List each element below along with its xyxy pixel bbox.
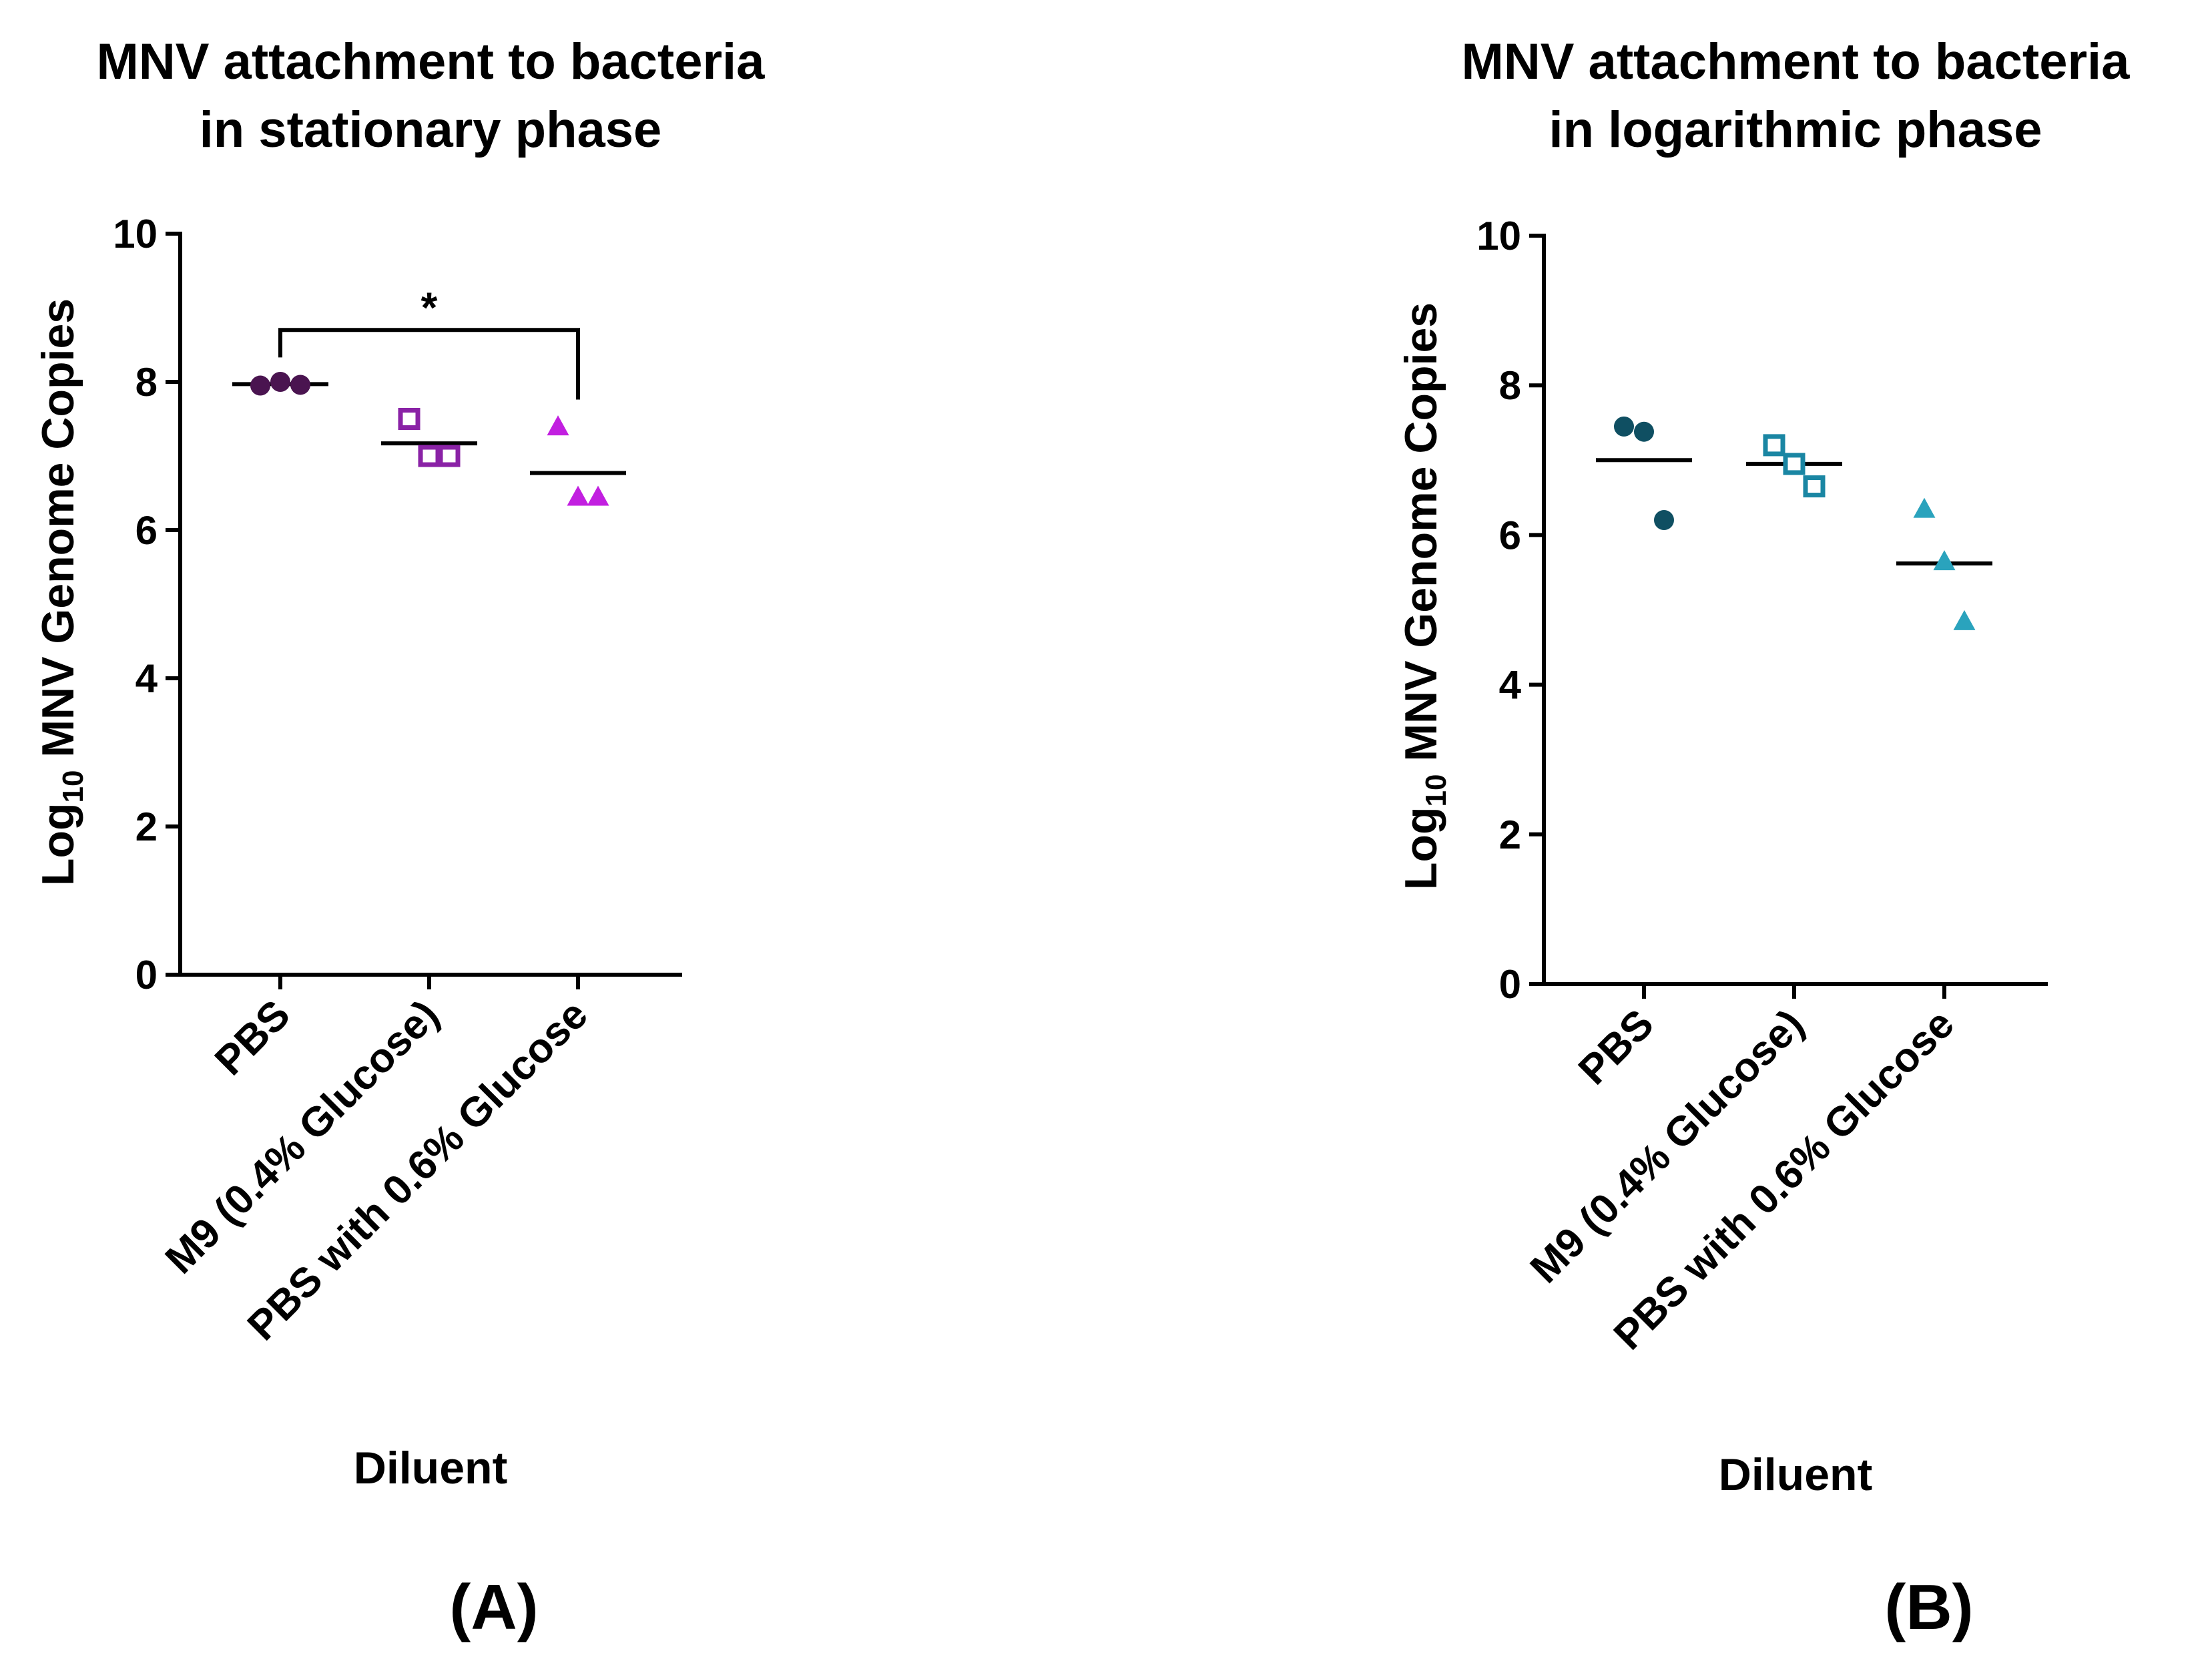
panel-b-x-tick-label: PBS bbox=[1570, 1001, 1663, 1094]
panel-b-point-circle bbox=[1614, 416, 1634, 437]
panel-b-y-tick-label: 0 bbox=[1499, 962, 1521, 1007]
panel-a-y-tick-label: 0 bbox=[135, 953, 158, 997]
panel-b-x-tick-label: M9 (0.4% Glucose) bbox=[1522, 1001, 1813, 1292]
panel-a-significance-bracket bbox=[278, 328, 580, 400]
panel-b-label: (B) bbox=[1884, 1572, 1973, 1643]
panel-a-significance-label: * bbox=[421, 283, 438, 331]
panel-b-y-axis-label-suffix: MNV Genome Copies bbox=[1396, 302, 1446, 774]
panel-a-point-square bbox=[418, 445, 441, 467]
panel-b-title-line-2: in logarithmic phase bbox=[1549, 101, 2042, 158]
panel-a-y-tick-label: 4 bbox=[135, 656, 158, 701]
panel-b-y-tick-label: 6 bbox=[1499, 513, 1521, 557]
panel-b-title-line-1: MNV attachment to bacteria bbox=[1462, 33, 2131, 90]
panel-a-y-axis-label-subscript: 10 bbox=[57, 770, 89, 802]
panel-a-y-tick-label: 2 bbox=[135, 804, 158, 849]
panel-a-label: (A) bbox=[449, 1572, 538, 1643]
panel-b-point-triangle bbox=[1913, 497, 1936, 518]
panel-a-x-axis-label: Diluent bbox=[354, 1443, 507, 1493]
panel-a-point-circle bbox=[270, 372, 290, 392]
panel-a-point-square bbox=[438, 445, 461, 467]
panel-a-y-axis-label: Log10 MNV Genome Copies bbox=[33, 298, 89, 886]
panel-b-y-tick-label: 10 bbox=[1476, 214, 1521, 258]
panel-b-point-triangle bbox=[1933, 550, 1956, 571]
panel-a-title-line-2: in stationary phase bbox=[200, 101, 662, 158]
panel-a-y-tick-label: 8 bbox=[135, 360, 158, 405]
panel-b-y-axis-label: Log10 MNV Genome Copies bbox=[1396, 302, 1452, 890]
panel-b-point-square bbox=[1783, 453, 1806, 475]
panel-a-point-circle bbox=[290, 375, 310, 395]
panel-b-x-axis-label: Diluent bbox=[1719, 1449, 1872, 1500]
panel-a-y-axis-label-prefix: Log bbox=[33, 802, 83, 886]
panel-a-x-tick-label: M9 (0.4% Glucose) bbox=[157, 991, 448, 1282]
panel-b-y-axis-label-prefix: Log bbox=[1396, 806, 1446, 890]
panel-b-y-tick-label: 2 bbox=[1499, 812, 1521, 857]
panel-a-point-triangle bbox=[547, 415, 569, 436]
panel-a-point-triangle bbox=[567, 485, 589, 506]
panel-a-y-axis-label-suffix: MNV Genome Copies bbox=[33, 298, 83, 770]
panel-b-y-axis-label-subscript: 10 bbox=[1420, 774, 1452, 806]
panel-a-y-tick-label: 6 bbox=[135, 508, 158, 553]
panel-b-point-square bbox=[1803, 475, 1826, 498]
panel-a-point-circle bbox=[250, 375, 270, 396]
panel-a-point-triangle bbox=[587, 485, 609, 506]
panel-a: MNV attachment to bacteria in stationary… bbox=[33, 33, 765, 1643]
panel-a-point-square bbox=[398, 408, 421, 430]
panel-a-y-tick-label: 10 bbox=[113, 212, 158, 256]
panel-b-y-tick-label: 4 bbox=[1499, 663, 1522, 708]
panel-b-point-circle bbox=[1634, 421, 1654, 442]
panel-b-point-square bbox=[1763, 434, 1785, 457]
panel-b-point-triangle bbox=[1953, 610, 1976, 630]
panel-a-x-tick-label: PBS bbox=[206, 991, 299, 1084]
panel-b-y-tick-label: 8 bbox=[1499, 363, 1521, 408]
panel-a-title-line-1: MNV attachment to bacteria bbox=[97, 33, 766, 90]
panel-b: MNV attachment to bacteria in logarithmi… bbox=[1396, 33, 2130, 1643]
panel-b-point-circle bbox=[1654, 509, 1674, 530]
